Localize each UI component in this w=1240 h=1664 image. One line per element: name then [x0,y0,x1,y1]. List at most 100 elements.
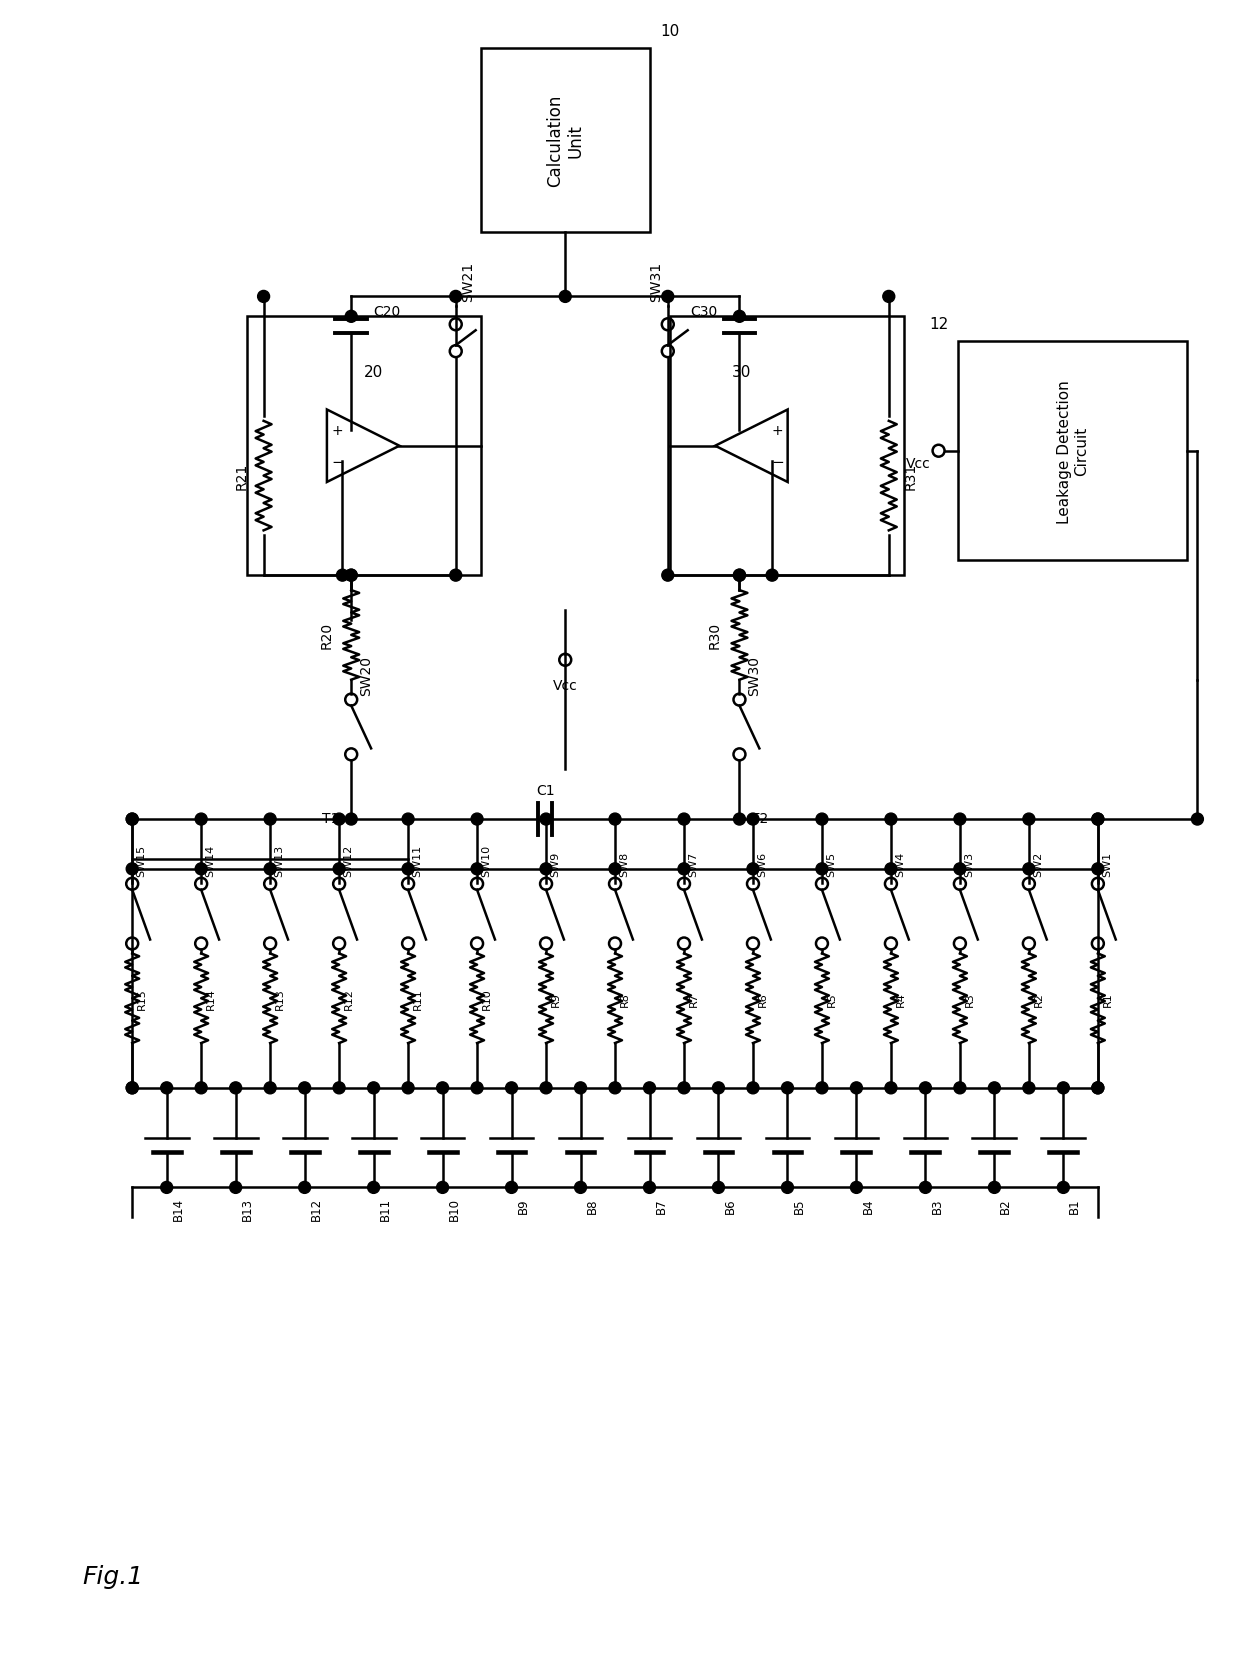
Circle shape [471,864,484,875]
Circle shape [885,814,897,825]
Circle shape [299,1181,310,1193]
Circle shape [264,814,277,825]
Text: R20: R20 [319,622,334,649]
Circle shape [644,1082,656,1095]
Circle shape [436,1082,449,1095]
Text: B12: B12 [310,1198,322,1221]
Text: Vcc: Vcc [553,679,578,692]
Text: SW14: SW14 [205,844,216,877]
Text: SW5: SW5 [826,852,836,877]
Text: SW7: SW7 [688,850,698,877]
Text: Fig.1: Fig.1 [82,1564,144,1587]
Text: R13: R13 [275,988,285,1010]
Circle shape [541,1082,552,1095]
Text: B1: B1 [1069,1198,1081,1213]
Circle shape [781,1082,794,1095]
Text: B4: B4 [862,1198,874,1213]
Circle shape [746,864,759,875]
Text: B6: B6 [723,1198,737,1213]
Text: Vcc: Vcc [906,456,930,471]
Text: R11: R11 [413,988,423,1010]
Circle shape [885,1082,897,1095]
Text: Leakage Detection
Circuit: Leakage Detection Circuit [1056,379,1089,522]
Text: R31: R31 [904,463,918,489]
Circle shape [1092,814,1104,825]
Text: SW4: SW4 [895,850,905,877]
Text: B11: B11 [378,1198,392,1221]
Text: SW21: SW21 [461,263,475,303]
Circle shape [1023,864,1035,875]
Circle shape [678,864,689,875]
Circle shape [402,864,414,875]
Text: R7: R7 [689,992,699,1007]
Circle shape [644,1181,656,1193]
Text: R30: R30 [708,622,722,649]
Circle shape [851,1181,862,1193]
Circle shape [345,569,357,582]
Circle shape [334,864,345,875]
Text: 12: 12 [929,318,949,333]
Circle shape [126,1082,138,1095]
Circle shape [258,291,269,303]
Circle shape [713,1082,724,1095]
Text: B2: B2 [999,1198,1012,1213]
Text: B7: B7 [655,1198,667,1213]
Circle shape [506,1181,517,1193]
Text: −: − [331,454,343,469]
Text: R3: R3 [965,992,975,1007]
Circle shape [126,864,138,875]
Text: B10: B10 [448,1198,460,1221]
Bar [481,48,650,233]
Circle shape [609,814,621,825]
Text: SW31: SW31 [649,263,663,303]
Circle shape [195,1082,207,1095]
Text: R14: R14 [206,988,216,1010]
Circle shape [195,814,207,825]
Circle shape [450,291,461,303]
Circle shape [541,814,552,825]
Bar [670,318,904,576]
Circle shape [229,1181,242,1193]
Circle shape [334,814,345,825]
Text: C1: C1 [536,784,554,797]
Circle shape [161,1082,172,1095]
Circle shape [851,1082,862,1095]
Circle shape [367,1082,379,1095]
Circle shape [1023,814,1035,825]
Circle shape [1058,1082,1069,1095]
Text: B14: B14 [171,1198,185,1221]
Text: −: − [771,454,784,469]
Circle shape [574,1082,587,1095]
Circle shape [746,814,759,825]
Text: 10: 10 [660,23,680,38]
Circle shape [954,864,966,875]
Circle shape [1092,864,1104,875]
Circle shape [883,291,895,303]
Bar [959,343,1188,561]
Text: SW12: SW12 [343,844,353,877]
Circle shape [345,569,357,582]
Text: +: + [771,424,784,438]
Text: Calculation
Unit: Calculation Unit [546,95,584,186]
Circle shape [1092,814,1104,825]
Text: SW8: SW8 [619,850,629,877]
Text: SW9: SW9 [551,850,560,877]
Circle shape [609,1082,621,1095]
Circle shape [988,1082,1001,1095]
Circle shape [126,1082,138,1095]
Text: SW3: SW3 [963,852,973,877]
Circle shape [816,864,828,875]
Circle shape [954,814,966,825]
Circle shape [345,311,357,323]
Text: T1: T1 [322,812,340,825]
Text: R12: R12 [343,988,355,1010]
Circle shape [1023,1082,1035,1095]
Circle shape [471,814,484,825]
Circle shape [746,1082,759,1095]
Circle shape [734,311,745,323]
Text: R1: R1 [1102,992,1112,1007]
Circle shape [662,569,673,582]
Text: +: + [331,424,343,438]
Circle shape [559,291,572,303]
Text: B8: B8 [585,1198,599,1213]
